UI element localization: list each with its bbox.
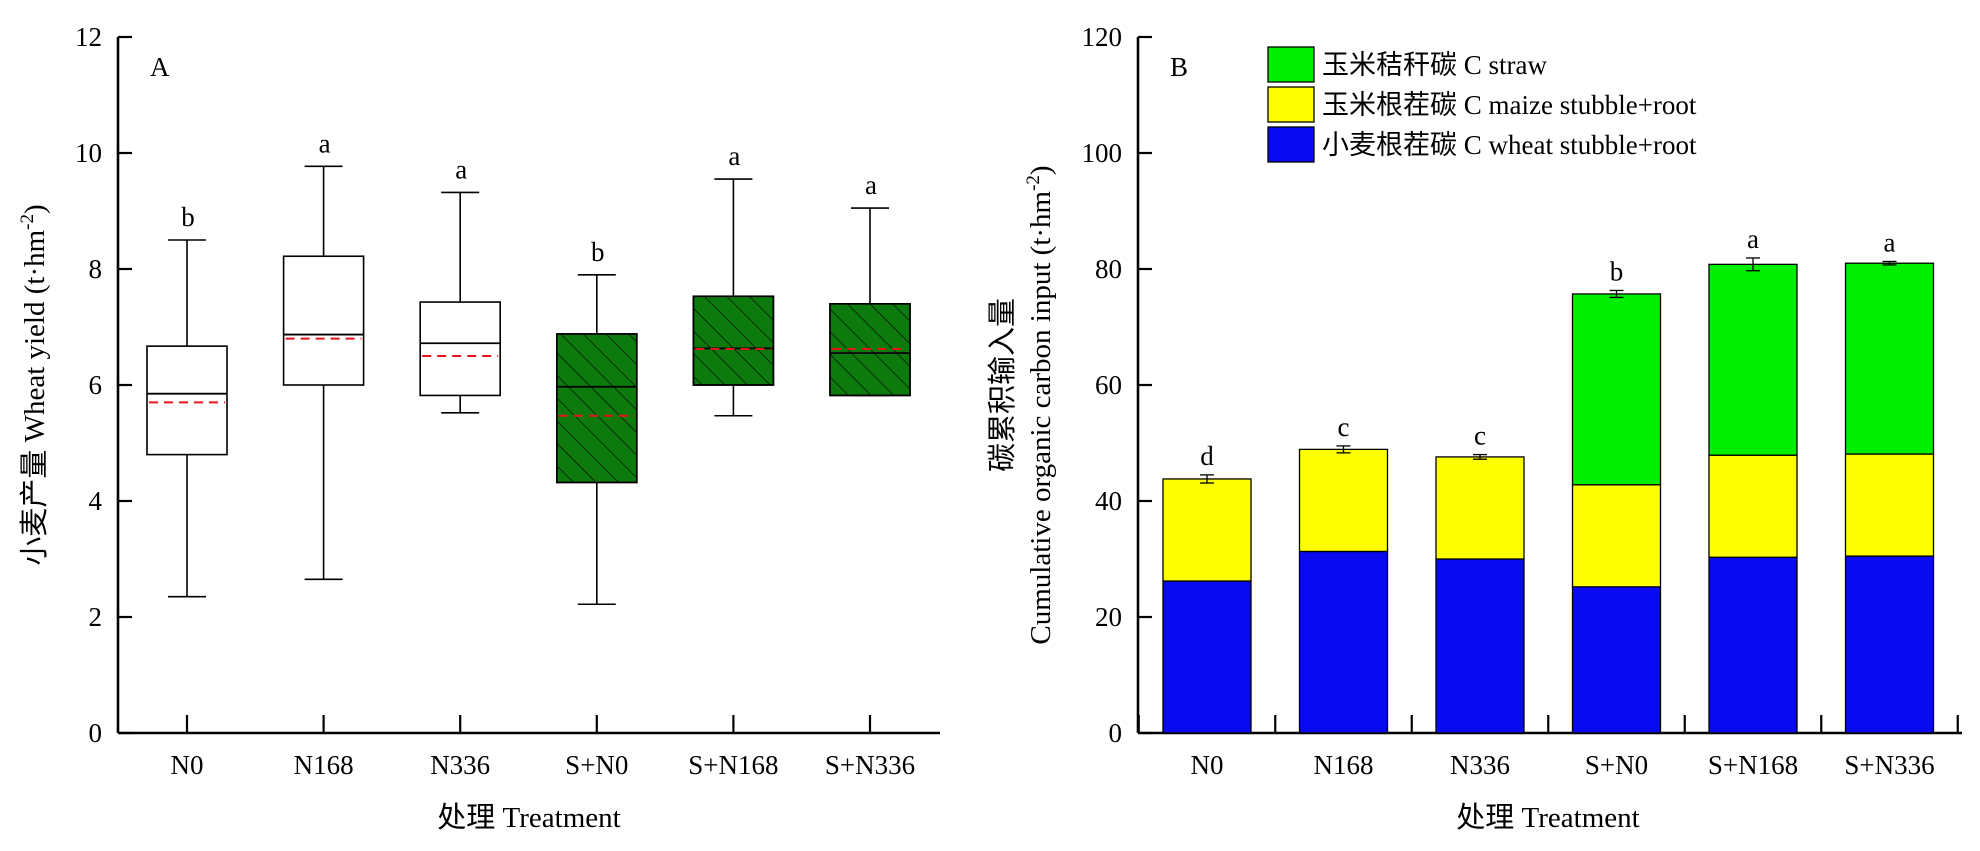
- y-tick-label: 100: [1082, 138, 1123, 168]
- legend-swatch: [1267, 46, 1315, 83]
- panel-b-y-axis-title-line1: 碳累积输入量: [986, 298, 1019, 472]
- y-tick-label: 0: [1109, 718, 1123, 748]
- bar-segment: [1844, 262, 1935, 455]
- bar-segment: [1844, 555, 1935, 734]
- legend-label: 玉米根茬碳 C maize stubble+root: [1322, 90, 1697, 120]
- x-tick-label: N0: [1191, 750, 1224, 780]
- significance-letter: b: [181, 202, 195, 232]
- x-tick-label: S+N336: [825, 750, 915, 780]
- panel-b-y-ticks: 0 20 40 60 80 100 120: [1082, 22, 1152, 748]
- y-tick-label: 0: [89, 718, 103, 748]
- significance-letter: a: [865, 170, 877, 200]
- y-tick-label: 10: [75, 138, 102, 168]
- panel-b-y-axis-title-line2: Cumulative organic carbon input (t·hm-2): [1023, 165, 1057, 644]
- bar-segment: [1571, 293, 1662, 486]
- x-tick-label: N168: [294, 750, 354, 780]
- bar-S+N168: a: [1708, 224, 1798, 734]
- x-tick-label: N168: [1314, 750, 1374, 780]
- x-tick-label: N336: [1450, 750, 1510, 780]
- panel-b-label: B: [1170, 52, 1188, 82]
- significance-letter: d: [1200, 441, 1214, 471]
- bar-segment: [1298, 448, 1389, 553]
- box-S+N0: b: [555, 237, 638, 606]
- x-tick-label: S+N0: [565, 750, 628, 780]
- box-body: [282, 255, 365, 386]
- panel-a-y-axis-title: 小麦产量 Wheat yield (t·hm-2): [17, 204, 51, 565]
- y-tick-label: 80: [1095, 254, 1122, 284]
- y-tick-label: 120: [1082, 22, 1123, 52]
- bar-N168: c: [1298, 412, 1389, 734]
- significance-letter: a: [728, 141, 740, 171]
- bar-N0: d: [1162, 441, 1252, 734]
- significance-letter: c: [1474, 421, 1486, 451]
- bar-segment: [1844, 453, 1935, 557]
- y-tick-label: 60: [1095, 370, 1122, 400]
- box-body: [146, 345, 228, 456]
- panel-b-x-ticks: N0 N168 N336 S+N0 S+N168 S+N336: [1137, 715, 1959, 780]
- bar-S+N0: b: [1571, 256, 1662, 734]
- y-tick-label: 6: [89, 370, 103, 400]
- y-tick-label: 4: [89, 486, 103, 516]
- x-tick-label: S+N168: [1708, 750, 1798, 780]
- bar-segment: [1162, 580, 1252, 734]
- box-hatch: [692, 295, 775, 386]
- panel-a-x-axis-title: 处理 Treatment: [437, 801, 620, 834]
- x-tick-label: S+N168: [688, 750, 778, 780]
- y-tick-label: 40: [1095, 486, 1122, 516]
- significance-letter: a: [1747, 224, 1759, 254]
- bar-segment: [1708, 556, 1798, 734]
- y-tick-label: 8: [89, 254, 103, 284]
- x-tick-label: N0: [171, 750, 204, 780]
- bar-segment: [1708, 263, 1798, 456]
- significance-letter: c: [1338, 412, 1350, 442]
- box-body: [419, 301, 502, 397]
- bar-S+N336: a: [1844, 227, 1935, 734]
- panel-a-x-ticks: N0 N168 N336 S+N0 S+N168 S+N336: [171, 715, 915, 780]
- bar-segment: [1571, 484, 1662, 588]
- legend-label: 小麦根茬碳 C wheat stubble+root: [1322, 130, 1697, 160]
- panel-a-label: A: [150, 52, 170, 82]
- panel-b-x-axis-title: 处理 Treatment: [1456, 801, 1639, 834]
- x-tick-label: S+N0: [1585, 750, 1648, 780]
- x-tick-label: S+N336: [1844, 750, 1934, 780]
- panel-b-stacked-bar: B 0 20 40 60 80 100 120 N0 N168 N336 S+N0 S+N168 S+…: [986, 22, 1962, 834]
- significance-letter: b: [1610, 256, 1624, 286]
- bar-segment: [1298, 550, 1389, 734]
- panel-a-axes: [116, 37, 940, 735]
- bar-segment: [1708, 454, 1798, 558]
- significance-letter: b: [591, 237, 605, 267]
- bar-segment: [1435, 558, 1525, 734]
- bar-segment: [1162, 478, 1252, 582]
- significance-letter: a: [455, 154, 467, 184]
- box-S+N168: a: [692, 141, 775, 417]
- y-tick-label: 2: [89, 602, 103, 632]
- panel-a-y-ticks: 0 2 4 6 8 10 12: [75, 22, 132, 748]
- legend-swatch: [1267, 126, 1315, 163]
- y-tick-label: 12: [75, 22, 102, 52]
- box-N336: a: [419, 154, 502, 414]
- x-tick-label: N336: [430, 750, 490, 780]
- panel-b-bars: d c c b a a: [1162, 224, 1935, 734]
- box-N0: b: [146, 202, 228, 598]
- significance-letter: a: [1884, 227, 1896, 257]
- box-N168: a: [282, 128, 365, 581]
- box-hatch: [555, 333, 638, 484]
- significance-letter: a: [319, 128, 331, 158]
- panel-b-legend: 玉米秸秆碳 C straw 玉米根茬碳 C maize stubble+root 小…: [1267, 46, 1697, 163]
- legend-swatch: [1267, 86, 1315, 123]
- panel-a-boxplot: A 0 2 4 6 8 10 12 N0 N168 N336 S+N0 S+N168 S+N336 b…: [17, 22, 940, 834]
- panel-a-boxes: b a a b a a: [146, 128, 911, 606]
- bar-N336: c: [1435, 421, 1525, 734]
- bar-segment: [1571, 586, 1662, 734]
- bar-segment: [1435, 456, 1525, 560]
- legend-label: 玉米秸秆碳 C straw: [1322, 50, 1547, 80]
- box-S+N336: a: [829, 170, 911, 397]
- y-tick-label: 20: [1095, 602, 1122, 632]
